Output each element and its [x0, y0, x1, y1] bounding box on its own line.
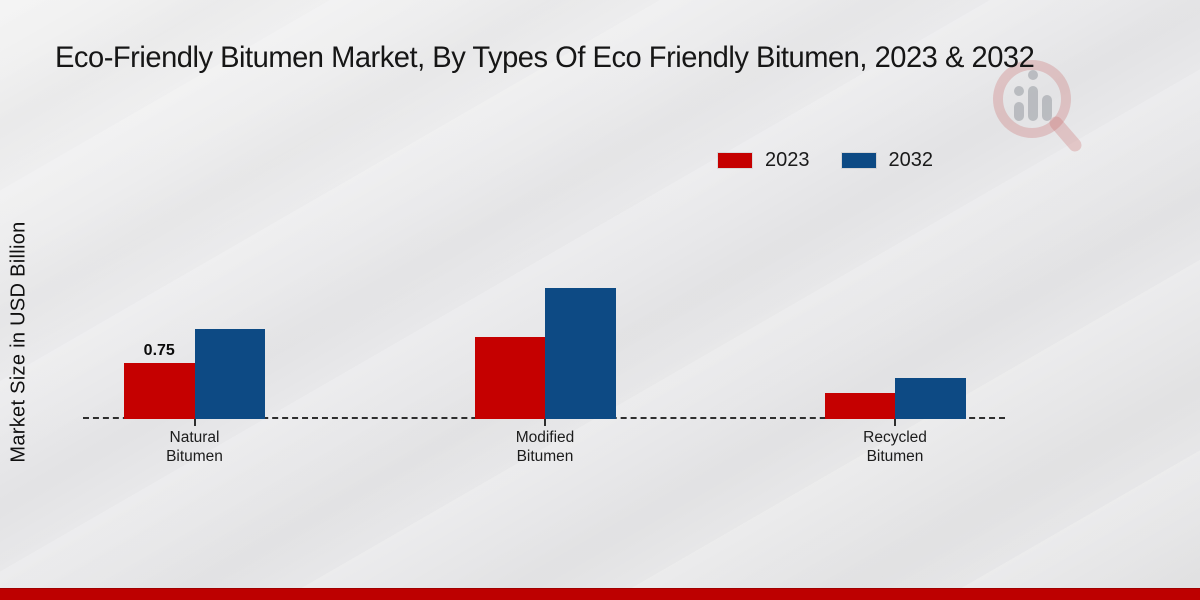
category-label: Natural Bitumen [166, 429, 223, 465]
bar-2032-group1 [545, 288, 616, 419]
legend-item-2032: 2032 [841, 149, 934, 172]
legend-label-2032: 2032 [888, 149, 934, 171]
magnifier-lens [993, 60, 1071, 138]
bar-2023-group2 [824, 393, 895, 419]
x-axis-tick [894, 419, 896, 426]
bar-2023-group0 [124, 363, 195, 419]
legend: 2023 2032 [718, 149, 933, 172]
magnifier-bar-chart-logo [985, 52, 1100, 172]
logo-bar-tall [1028, 86, 1038, 121]
logo-bar-short [1014, 102, 1024, 121]
y-axis-label: Market Size in USD Billion [7, 221, 30, 463]
logo-dot-left [1014, 86, 1024, 96]
legend-item-2023: 2023 [718, 149, 810, 172]
category-label: Modified Bitumen [515, 429, 575, 465]
x-axis-tick [544, 419, 546, 426]
category-label: Recycled Bitumen [863, 429, 927, 465]
legend-label-2023: 2023 [765, 149, 810, 171]
legend-swatch-2023 [718, 153, 752, 168]
bar-2032-group0 [194, 329, 265, 419]
logo-bar-mid [1042, 95, 1052, 121]
magnifier-handle [1049, 116, 1082, 152]
logo-dot-top [1028, 70, 1038, 80]
bar-2023-group1 [474, 337, 545, 419]
legend-swatch-2032 [841, 153, 876, 168]
x-axis-tick [193, 419, 196, 426]
bar-2032-group2 [895, 378, 966, 419]
footer-accent-bar [0, 588, 1200, 600]
chart-title: Eco-Friendly Bitumen Market, By Types Of… [55, 41, 1035, 74]
bar-value-label: 0.75 [143, 342, 175, 359]
